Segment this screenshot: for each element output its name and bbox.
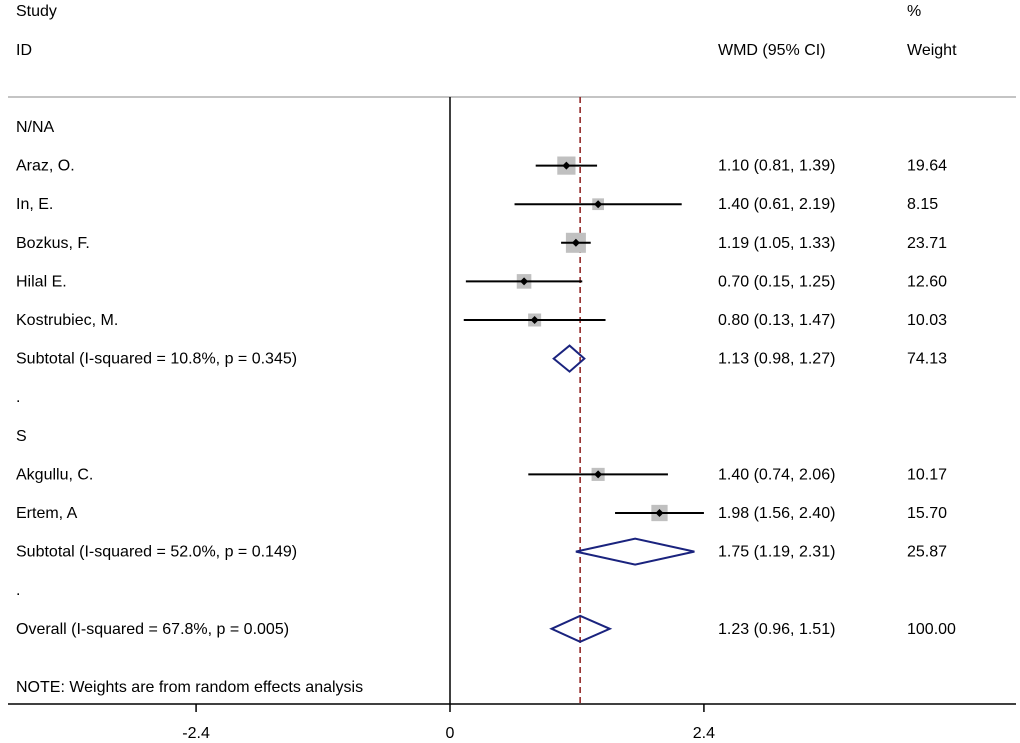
- header-id: ID: [16, 42, 32, 59]
- study-ci-text: 0.70 (0.15, 1.25): [718, 273, 835, 290]
- group-label: S: [16, 428, 27, 445]
- study-label-ertem-a: Ertem, A: [16, 505, 78, 522]
- header-percent: %: [907, 3, 921, 20]
- study-label-in-e: In, E.: [16, 196, 53, 213]
- point-estimate: [520, 277, 529, 286]
- study-label-akgullu-c: Akgullu, C.: [16, 466, 93, 483]
- study-ci-text: 1.40 (0.74, 2.06): [718, 466, 835, 483]
- subtotal-diamond: [552, 344, 586, 373]
- subtotal-ci-text: 1.13 (0.98, 1.27): [718, 351, 835, 368]
- point-estimate: [655, 509, 664, 517]
- study-weight-text: 10.17: [907, 466, 947, 483]
- study-weight-text: 15.70: [907, 505, 947, 522]
- subtotal-diamond: [575, 537, 695, 566]
- study-ci-text: 0.80 (0.13, 1.47): [718, 312, 835, 329]
- overall-weight-text: 100.00: [907, 621, 956, 638]
- point-estimate: [562, 161, 571, 170]
- subtotal-weight-text: 25.87: [907, 544, 947, 561]
- overall-ci-text: 1.23 (0.96, 1.51): [718, 621, 835, 638]
- header-study: Study: [16, 3, 57, 20]
- subtotal-label-subtotal-i-squared-52-0-p-0-149: Subtotal (I-squared = 52.0%, p = 0.149): [16, 544, 297, 561]
- study-ci-text: 1.40 (0.61, 2.19): [718, 196, 835, 213]
- footnote: NOTE: Weights are from random effects an…: [16, 679, 363, 696]
- study-weight-text: 12.60: [907, 273, 947, 290]
- group-label: N/NA: [16, 119, 55, 136]
- study-label-hilal-e: Hilal E.: [16, 273, 67, 290]
- overall-diamond: [549, 614, 613, 643]
- x-tick-label: -2.4: [182, 725, 210, 742]
- subtotal-ci-text: 1.75 (1.19, 2.31): [718, 544, 835, 561]
- header-ci: WMD (95% CI): [718, 42, 826, 59]
- header-weight: Weight: [907, 42, 957, 59]
- study-label-bozkus-f: Bozkus, F.: [16, 235, 90, 252]
- subtotal-weight-text: 74.13: [907, 351, 947, 368]
- point-estimate: [594, 200, 603, 209]
- x-tick-label: 0: [446, 725, 455, 742]
- study-ci-text: 1.10 (0.81, 1.39): [718, 158, 835, 175]
- point-estimate: [571, 238, 580, 247]
- subtotal-label-subtotal-i-squared-10-8-p-0-345: Subtotal (I-squared = 10.8%, p = 0.345): [16, 351, 297, 368]
- overall-label-overall-i-squared-67-8-p-0-005: Overall (I-squared = 67.8%, p = 0.005): [16, 621, 289, 638]
- spacer-dot: .: [16, 389, 20, 406]
- study-ci-text: 1.19 (1.05, 1.33): [718, 235, 835, 252]
- point-estimate: [594, 470, 603, 479]
- study-weight-text: 10.03: [907, 312, 947, 329]
- study-weight-text: 8.15: [907, 196, 938, 213]
- study-ci-text: 1.98 (1.56, 2.40): [718, 505, 835, 522]
- study-label-araz-o: Araz, O.: [16, 158, 75, 175]
- study-weight-text: 23.71: [907, 235, 947, 252]
- study-label-kostrubiec-m: Kostrubiec, M.: [16, 312, 118, 329]
- point-estimate: [530, 316, 539, 324]
- x-tick-label: 2.4: [693, 725, 715, 742]
- study-weight-text: 19.64: [907, 158, 947, 175]
- spacer-dot: .: [16, 582, 20, 599]
